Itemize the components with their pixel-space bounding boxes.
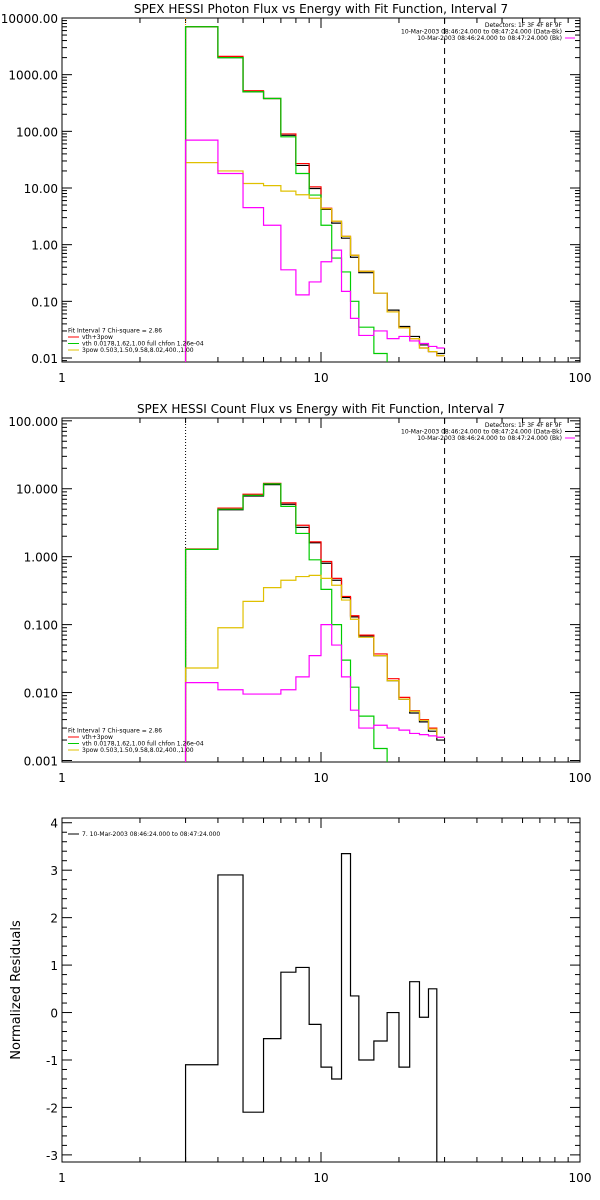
legend-left-entry: vth 0.0178,1.62,1.00 full chfon 1.26e-04 bbox=[82, 741, 204, 748]
y-tick-label: 3 bbox=[50, 864, 58, 878]
legend-left-entry: vth+3pow bbox=[82, 334, 113, 341]
x-tick-label: 1 bbox=[58, 1171, 66, 1185]
x-tick-label: 100 bbox=[569, 1171, 592, 1185]
y-tick-label: -1 bbox=[46, 1054, 58, 1068]
series-group bbox=[184, 482, 445, 762]
series-3-line bbox=[184, 26, 388, 362]
x-tick-label: 1 bbox=[58, 371, 66, 385]
chart-panel-2: SPEX HESSI Count Flux vs Energy with Fit… bbox=[8, 402, 591, 785]
x-axis: 1 10 100 bbox=[58, 18, 591, 385]
chart-title: SPEX HESSI Photon Flux vs Energy with Fi… bbox=[134, 2, 508, 16]
x-tick-label: 1 bbox=[58, 771, 66, 785]
y-tick-label: 10000.00 bbox=[1, 12, 58, 26]
x-tick-label: 10 bbox=[313, 371, 328, 385]
series-1-line bbox=[184, 26, 445, 362]
y-tick-label: 0.10 bbox=[31, 295, 58, 309]
x-tick-label: 10 bbox=[313, 771, 328, 785]
y-axis-label: Normalized Residuals bbox=[9, 920, 24, 1060]
legend-left-entry: 7. 10-Mar-2003 08:46:24.000 to 08:47:24.… bbox=[82, 831, 220, 838]
series-2-line bbox=[184, 482, 445, 762]
y-tick-label: 0.010 bbox=[24, 687, 58, 701]
legend-left-entry: Fit Interval 7 Chi-square = 2.86 bbox=[68, 328, 162, 335]
series-5-line bbox=[184, 139, 445, 362]
series-4-line bbox=[184, 574, 445, 762]
x-axis: 1 10 100 bbox=[58, 418, 591, 785]
series-4-line bbox=[184, 162, 445, 362]
x-tick-label: 100 bbox=[569, 771, 592, 785]
y-tick-label: -3 bbox=[46, 1149, 58, 1163]
y-tick-label: 0.100 bbox=[24, 619, 58, 633]
y-tick-label: -2 bbox=[46, 1101, 58, 1115]
y-tick-label: 2 bbox=[50, 912, 58, 926]
x-tick-label: 10 bbox=[313, 1171, 328, 1185]
legend-right-entry: 10-Mar-2003 08:46:24.000 to 08:47:24.000… bbox=[417, 435, 562, 442]
series-1-line bbox=[184, 484, 445, 762]
legend-right-entry: 10-Mar-2003 08:46:24.000 to 08:47:24.000… bbox=[401, 429, 562, 436]
legend-left-entry: vth+3pow bbox=[82, 734, 113, 741]
series-group bbox=[184, 852, 438, 1162]
series-1-line bbox=[184, 852, 438, 1162]
series-2-line bbox=[184, 26, 445, 362]
y-tick-label: 4 bbox=[50, 817, 58, 831]
y-tick-label: 1.00 bbox=[31, 239, 58, 253]
x-tick-label: 100 bbox=[569, 371, 592, 385]
legend-right-entry: 10-Mar-2003 08:46:24.000 to 08:47:24.000… bbox=[401, 29, 562, 36]
y-axis: 4 3 2 1 0 -1 -2 -3 bbox=[46, 817, 580, 1163]
y-tick-label: 1.000 bbox=[24, 551, 58, 565]
series-group bbox=[184, 26, 445, 362]
legend-left-entry: 3pow 0.503,1.50,9.58,8.02,400.,1.00 bbox=[82, 347, 194, 354]
legend-left-entry: vth 0.0178,1.62,1.00 full chfon 1.26e-04 bbox=[82, 341, 204, 348]
chart-title: SPEX HESSI Count Flux vs Energy with Fit… bbox=[137, 402, 505, 416]
legend-right-entry: Detectors: 1F 3F 4F 8F 9F bbox=[485, 22, 563, 29]
series-3-line bbox=[184, 483, 388, 762]
y-tick-label: 10.00 bbox=[24, 182, 58, 196]
x-axis: 1 10 100 bbox=[58, 818, 591, 1185]
y-tick-label: 0.001 bbox=[24, 754, 58, 768]
y-axis: 10000.00 1000.00 100.00 10.00 1.00 0.10 0.01 bbox=[1, 12, 580, 366]
chart-panel-1: SPEX HESSI Photon Flux vs Energy with Fi… bbox=[1, 2, 592, 385]
y-tick-label: 1 bbox=[50, 959, 58, 973]
plot-frame bbox=[61, 417, 581, 763]
legend-right-entry: 10-Mar-2003 08:46:24.000 to 08:47:24.000… bbox=[417, 35, 562, 42]
y-tick-label: 100.00 bbox=[16, 125, 58, 139]
legend-left-entry: 3pow 0.503,1.50,9.58,8.02,400.,1.00 bbox=[82, 747, 194, 754]
y-axis: 100.000 10.000 1.000 0.100 0.010 0.001 bbox=[8, 415, 580, 768]
legend-left-entry: Fit Interval 7 Chi-square = 2.86 bbox=[68, 728, 162, 735]
y-tick-label: 1000.00 bbox=[8, 69, 58, 83]
y-tick-label: 100.000 bbox=[8, 415, 58, 429]
y-tick-label: 0 bbox=[50, 1007, 58, 1021]
legend-right-entry: Detectors: 1F 3F 4F 8F 9F bbox=[485, 422, 563, 429]
y-tick-label: 0.01 bbox=[31, 352, 58, 366]
series-5-line bbox=[184, 624, 445, 762]
legend-left: 7. 10-Mar-2003 08:46:24.000 to 08:47:24.… bbox=[68, 831, 220, 838]
y-tick-label: 10.000 bbox=[16, 483, 58, 497]
legend-left: Fit Interval 7 Chi-square = 2.86vth+3pow… bbox=[68, 328, 204, 354]
plot-frame bbox=[61, 817, 581, 1163]
legend-left: Fit Interval 7 Chi-square = 2.86vth+3pow… bbox=[68, 728, 204, 754]
